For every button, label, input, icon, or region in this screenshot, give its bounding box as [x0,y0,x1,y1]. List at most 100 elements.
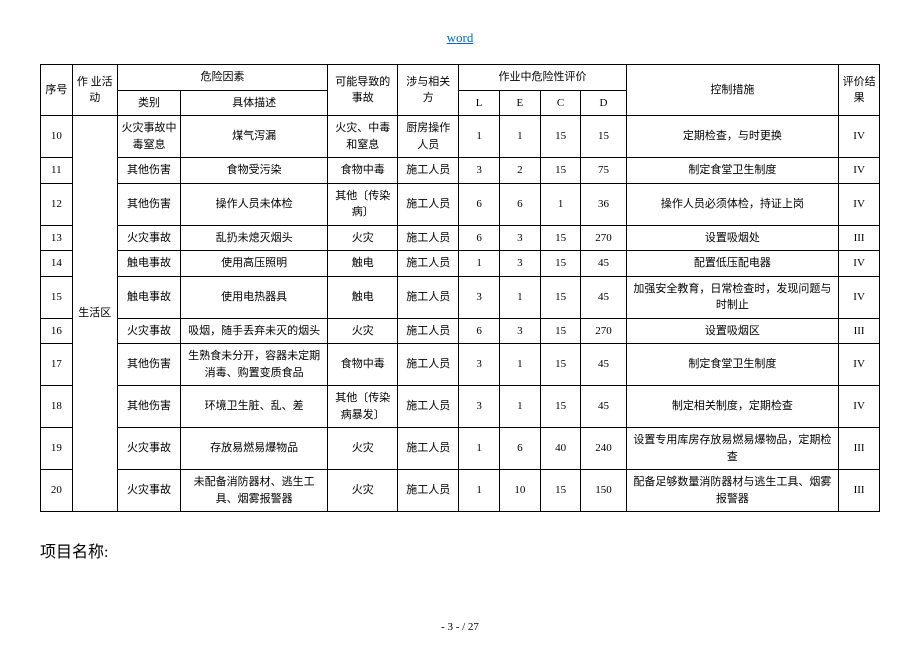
cell-c: 15 [540,225,581,251]
table-row: 16火灾事故吸烟，随手丢弃未灭的烟头火灾施工人员6315270设置吸烟区III [41,318,880,344]
cell-l: 1 [459,428,500,470]
cell-cat: 其他伤害 [117,386,180,428]
cell-accident: 火灾 [328,318,398,344]
cell-e: 3 [500,318,541,344]
cell-seq: 10 [41,116,73,158]
cell-cat: 其他伤害 [117,344,180,386]
cell-party: 施工人员 [398,470,459,512]
cell-accident: 触电 [328,251,398,277]
th-cat: 类别 [117,90,180,116]
cell-cat: 触电事故 [117,276,180,318]
cell-l: 3 [459,276,500,318]
cell-desc: 吸烟，随手丢弃未灭的烟头 [181,318,328,344]
cell-party: 施工人员 [398,344,459,386]
cell-measure: 设置吸烟处 [626,225,839,251]
header-link[interactable]: word [40,30,880,46]
cell-cat: 火灾事故中毒窒息 [117,116,180,158]
cell-cat: 触电事故 [117,251,180,277]
th-party: 涉与相关方 [398,65,459,116]
cell-seq: 17 [41,344,73,386]
cell-desc: 生熟食未分开，容器未定期消毒、购置变质食品 [181,344,328,386]
page-footer: - 3 - / 27 [0,621,920,633]
cell-desc: 食物受污染 [181,158,328,184]
cell-accident: 其他〔传染病暴发〕 [328,386,398,428]
cell-desc: 煤气泻漏 [181,116,328,158]
table-row: 17其他伤害生熟食未分开，容器未定期消毒、购置变质食品食物中毒施工人员31154… [41,344,880,386]
cell-accident: 其他〔传染病〕 [328,183,398,225]
cell-seq: 16 [41,318,73,344]
th-result: 评价结果 [839,65,880,116]
cell-result: III [839,470,880,512]
th-measure: 控制措施 [626,65,839,116]
th-accident: 可能导致的事故 [328,65,398,116]
th-c: C [540,90,581,116]
table-row: 18其他伤害环境卫生脏、乱、差其他〔传染病暴发〕施工人员311545制定相关制度… [41,386,880,428]
cell-cat: 火灾事故 [117,428,180,470]
cell-desc: 存放易燃易爆物品 [181,428,328,470]
cell-seq: 11 [41,158,73,184]
cell-e: 1 [500,116,541,158]
cell-cat: 其他伤害 [117,183,180,225]
cell-measure: 制定食堂卫生制度 [626,344,839,386]
cell-c: 40 [540,428,581,470]
cell-e: 1 [500,344,541,386]
th-desc: 具体描述 [181,90,328,116]
cell-measure: 设置专用库房存放易燃易爆物品，定期检查 [626,428,839,470]
cell-desc: 操作人员未体检 [181,183,328,225]
cell-desc: 使用高压照明 [181,251,328,277]
cell-d: 15 [581,116,626,158]
cell-c: 15 [540,158,581,184]
cell-c: 15 [540,116,581,158]
cell-e: 3 [500,225,541,251]
cell-party: 施工人员 [398,251,459,277]
cell-accident: 食物中毒 [328,158,398,184]
cell-c: 15 [540,344,581,386]
cell-d: 36 [581,183,626,225]
cell-c: 15 [540,470,581,512]
cell-d: 45 [581,386,626,428]
cell-accident: 火灾 [328,225,398,251]
cell-measure: 制定相关制度，定期检查 [626,386,839,428]
cell-l: 1 [459,116,500,158]
cell-d: 75 [581,158,626,184]
cell-e: 2 [500,158,541,184]
cell-e: 6 [500,428,541,470]
cell-result: IV [839,116,880,158]
cell-c: 15 [540,386,581,428]
cell-seq: 15 [41,276,73,318]
cell-c: 1 [540,183,581,225]
cell-desc: 环境卫生脏、乱、差 [181,386,328,428]
th-risk-group: 作业中危险性评价 [459,65,626,91]
cell-l: 6 [459,225,500,251]
cell-result: III [839,428,880,470]
cell-accident: 食物中毒 [328,344,398,386]
cell-d: 240 [581,428,626,470]
th-seq: 序号 [41,65,73,116]
cell-l: 3 [459,344,500,386]
cell-l: 1 [459,470,500,512]
th-e: E [500,90,541,116]
cell-cat: 火灾事故 [117,225,180,251]
cell-c: 15 [540,318,581,344]
table-row: 13火灾事故乱扔未熄灭烟头火灾施工人员6315270设置吸烟处III [41,225,880,251]
table-row: 10生活区火灾事故中毒窒息煤气泻漏火灾、中毒和窒息厨房操作人员111515定期检… [41,116,880,158]
cell-measure: 设置吸烟区 [626,318,839,344]
cell-measure: 制定食堂卫生制度 [626,158,839,184]
cell-accident: 火灾 [328,470,398,512]
cell-seq: 13 [41,225,73,251]
cell-e: 10 [500,470,541,512]
cell-l: 6 [459,183,500,225]
cell-l: 3 [459,158,500,184]
table-row: 14触电事故使用高压照明触电施工人员131545配置低压配电器IV [41,251,880,277]
cell-result: IV [839,251,880,277]
cell-seq: 20 [41,470,73,512]
cell-result: IV [839,386,880,428]
table-row: 15触电事故使用电热器具触电施工人员311545加强安全教育，日常检查时，发现问… [41,276,880,318]
table-row: 11其他伤害食物受污染食物中毒施工人员321575制定食堂卫生制度IV [41,158,880,184]
cell-measure: 配置低压配电器 [626,251,839,277]
table-row: 12其他伤害操作人员未体检其他〔传染病〕施工人员66136操作人员必须体检，持证… [41,183,880,225]
cell-cat: 其他伤害 [117,158,180,184]
cell-desc: 使用电热器具 [181,276,328,318]
cell-measure: 操作人员必须体检，持证上岗 [626,183,839,225]
table-row: 19火灾事故存放易燃易爆物品火灾施工人员1640240设置专用库房存放易燃易爆物… [41,428,880,470]
